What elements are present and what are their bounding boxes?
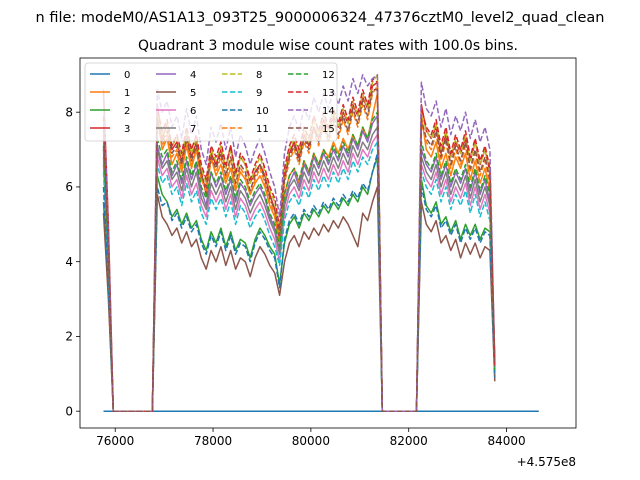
legend-label-0: 0 xyxy=(124,70,130,81)
x-tick-label: 84000 xyxy=(487,434,525,448)
axes-frame xyxy=(79,57,577,429)
x-tick-label: 82000 xyxy=(390,434,428,448)
legend-label-5: 5 xyxy=(190,88,196,99)
legend-label-1: 1 xyxy=(124,88,130,99)
legend-label-2: 2 xyxy=(124,106,130,117)
series-line-5 xyxy=(102,186,496,412)
legend-label-8: 8 xyxy=(256,70,262,81)
legend-label-7: 7 xyxy=(190,124,196,135)
legend-label-13: 13 xyxy=(322,88,335,99)
series-line-1 xyxy=(102,92,496,412)
series-line-4 xyxy=(102,115,496,412)
figure-suptitle: n file: modeM0/AS1A13_093T25_9000006324_… xyxy=(36,10,605,26)
series-line-7 xyxy=(102,126,496,412)
x-offset-text: +4.575e8 xyxy=(517,455,576,469)
y-tick-label: 4 xyxy=(65,255,73,269)
legend-box xyxy=(84,62,338,142)
legend-label-4: 4 xyxy=(190,70,196,81)
y-tick-label: 8 xyxy=(65,105,73,119)
legend-label-12: 12 xyxy=(322,70,335,81)
legend-label-6: 6 xyxy=(190,106,196,117)
series-line-11 xyxy=(102,85,496,412)
legend-label-14: 14 xyxy=(322,106,335,117)
series-line-10 xyxy=(102,152,496,412)
series-line-9 xyxy=(102,141,496,412)
x-tick-label: 80000 xyxy=(292,434,330,448)
x-tick-label: 78000 xyxy=(194,434,232,448)
y-tick-label: 0 xyxy=(65,404,73,418)
legend-label-3: 3 xyxy=(124,124,130,135)
legend-label-9: 9 xyxy=(256,88,262,99)
legend-label-10: 10 xyxy=(256,106,269,117)
legend-label-15: 15 xyxy=(322,124,335,135)
y-tick-label: 2 xyxy=(65,330,73,344)
series-line-12 xyxy=(102,111,496,412)
series-line-6 xyxy=(102,133,496,412)
legend-label-11: 11 xyxy=(256,124,269,135)
axes: 76000 78000 80000 82000 84000 0 2 4 6 8 xyxy=(65,57,577,448)
y-tick-label: 6 xyxy=(65,180,73,194)
chart-title: Quadrant 3 module wise count rates with … xyxy=(138,38,518,54)
x-tick-label: 76000 xyxy=(96,434,134,448)
